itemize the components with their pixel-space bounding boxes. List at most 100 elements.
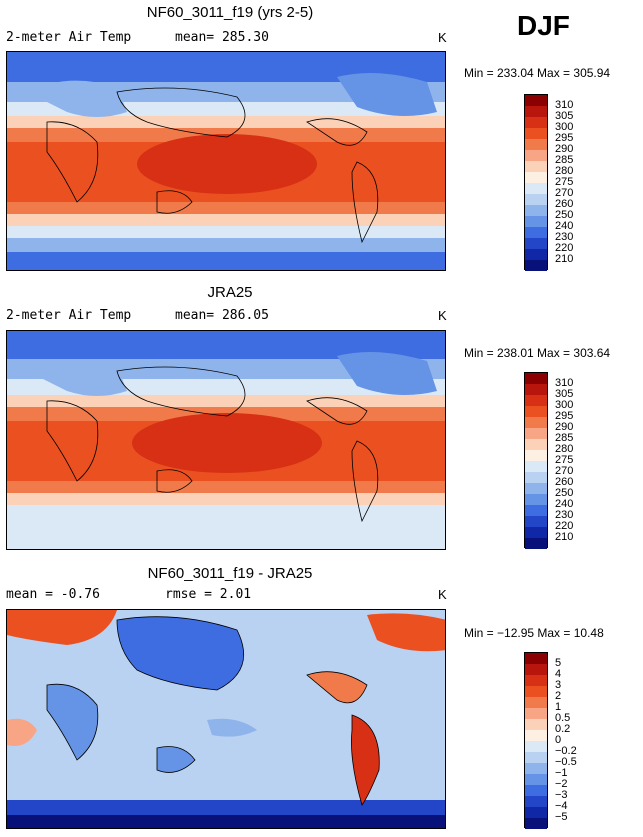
colorbar-tick-label: 285 — [555, 432, 574, 444]
colorbar-swatch — [525, 249, 547, 260]
colorbar-swatch — [525, 227, 547, 238]
panel3-rmse-label: rmse = 2.01 — [165, 587, 252, 602]
colorbar-tick-label: 310 — [555, 377, 574, 389]
panel1-map — [6, 51, 446, 271]
panel2-colorbar — [524, 372, 548, 549]
colorbar-swatch — [525, 664, 547, 675]
colorbar-tick-label: −5 — [555, 811, 568, 823]
colorbar-swatch — [525, 686, 547, 697]
colorbar-tick-label: −3 — [555, 789, 568, 801]
panel3-colorbar — [524, 652, 548, 829]
colorbar-swatch — [525, 483, 547, 494]
colorbar-tick-label: 270 — [555, 187, 574, 199]
colorbar-swatch — [525, 461, 547, 472]
colorbar-swatch — [525, 194, 547, 205]
colorbar-tick-label: 310 — [555, 99, 574, 111]
panel1-mean-label: mean= 285.30 — [175, 30, 269, 45]
colorbar-swatch — [525, 494, 547, 505]
colorbar-tick-label: 210 — [555, 531, 574, 543]
colorbar-tick-label: −1 — [555, 767, 568, 779]
colorbar-tick-label: 300 — [555, 399, 574, 411]
colorbar-tick-label: 2 — [555, 690, 562, 702]
colorbar-tick-label: 250 — [555, 487, 574, 499]
panel2-map-graphic — [7, 331, 445, 549]
colorbar-swatch — [525, 527, 547, 538]
panel1-minmax: Min = 233.04 Max = 305.94 — [464, 66, 611, 80]
panel3-map-graphic — [7, 610, 445, 828]
colorbar-swatch — [525, 796, 547, 807]
colorbar-swatch — [525, 697, 547, 708]
colorbar-swatch — [525, 730, 547, 741]
colorbar-swatch — [525, 216, 547, 227]
colorbar-swatch — [525, 95, 547, 106]
colorbar-tick-label: 0 — [555, 734, 562, 746]
colorbar-swatch — [525, 763, 547, 774]
colorbar-tick-label: 285 — [555, 154, 574, 166]
colorbar-tick-label: 250 — [555, 209, 574, 221]
colorbar-swatch — [525, 128, 547, 139]
colorbar-swatch — [525, 505, 547, 516]
colorbar-tick-label: 305 — [555, 110, 574, 122]
colorbar-tick-label: −2 — [555, 778, 568, 790]
colorbar-swatch — [525, 785, 547, 796]
colorbar-tick-label: 3 — [555, 679, 562, 691]
panel3-title: NF60_3011_f19 - JRA25 — [147, 565, 313, 582]
panel2-unit-label: K — [438, 308, 447, 323]
panel2-title: JRA25 — [207, 284, 253, 301]
colorbar-tick-label: −0.5 — [555, 756, 577, 768]
colorbar-swatch — [525, 106, 547, 117]
colorbar-swatch — [525, 260, 547, 271]
panel3-mean-label: mean = -0.76 — [6, 587, 100, 602]
colorbar-swatch — [525, 653, 547, 664]
colorbar-tick-label: 4 — [555, 668, 562, 680]
panel2-minmax: Min = 238.01 Max = 303.64 — [464, 346, 611, 360]
colorbar-swatch — [525, 117, 547, 128]
colorbar-swatch — [525, 139, 547, 150]
colorbar-tick-label: −0.2 — [555, 745, 577, 757]
panel1-title: NF60_3011_f19 (yrs 2-5) — [146, 4, 314, 21]
colorbar-tick-label: 220 — [555, 520, 574, 532]
colorbar-swatch — [525, 150, 547, 161]
colorbar-tick-label: 0.2 — [555, 723, 571, 735]
colorbar-swatch — [525, 741, 547, 752]
panel3-unit-label: K — [438, 587, 447, 602]
colorbar-swatch — [525, 818, 547, 829]
panel1-map-graphic — [7, 52, 445, 270]
colorbar-swatch — [525, 238, 547, 249]
colorbar-tick-label: 240 — [555, 220, 574, 232]
colorbar-tick-label: 275 — [555, 454, 574, 466]
colorbar-tick-label: 230 — [555, 509, 574, 521]
colorbar-tick-label: 290 — [555, 421, 574, 433]
colorbar-tick-label: 230 — [555, 231, 574, 243]
panel2-mean-label: mean= 286.05 — [175, 308, 269, 323]
colorbar-swatch — [525, 384, 547, 395]
colorbar-tick-label: 300 — [555, 121, 574, 133]
colorbar-tick-label: 5 — [555, 657, 562, 669]
colorbar-swatch — [525, 161, 547, 172]
colorbar-swatch — [525, 417, 547, 428]
panel1-variable-label: 2-meter Air Temp — [6, 30, 132, 45]
panel2-map — [6, 330, 446, 550]
colorbar-tick-label: 210 — [555, 253, 574, 265]
colorbar-swatch — [525, 450, 547, 461]
colorbar-tick-label: 270 — [555, 465, 574, 477]
colorbar-swatch — [525, 708, 547, 719]
colorbar-tick-label: 280 — [555, 443, 574, 455]
colorbar-swatch — [525, 472, 547, 483]
colorbar-swatch — [525, 774, 547, 785]
colorbar-tick-label: 280 — [555, 165, 574, 177]
colorbar-swatch — [525, 439, 547, 450]
colorbar-tick-label: 1 — [555, 701, 562, 713]
colorbar-swatch — [525, 373, 547, 384]
colorbar-tick-label: 305 — [555, 388, 574, 400]
panel1-unit-label: K — [438, 30, 447, 45]
colorbar-swatch — [525, 675, 547, 686]
colorbar-swatch — [525, 428, 547, 439]
panel3-minmax: Min = −12.95 Max = 10.48 — [464, 626, 604, 640]
colorbar-tick-label: −4 — [555, 800, 568, 812]
colorbar-tick-label: 240 — [555, 498, 574, 510]
season-label: DJF — [517, 10, 570, 41]
colorbar-swatch — [525, 205, 547, 216]
colorbar-tick-label: 295 — [555, 410, 574, 422]
colorbar-swatch — [525, 395, 547, 406]
